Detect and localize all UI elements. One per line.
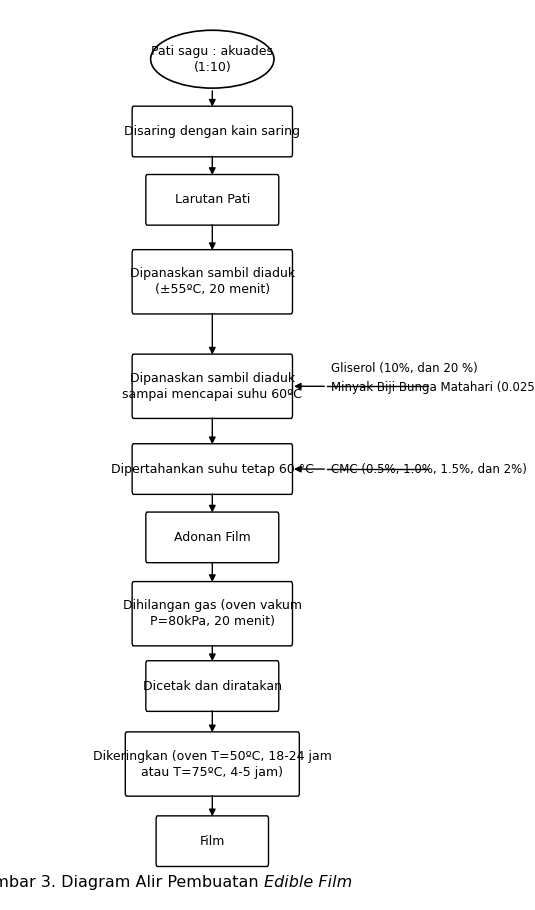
Text: Disaring dengan kain saring: Disaring dengan kain saring xyxy=(124,125,300,138)
Text: Dipanaskan sambil diaduk
sampai mencapai suhu 60ºC: Dipanaskan sambil diaduk sampai mencapai… xyxy=(123,372,302,400)
Text: Edible Film: Edible Film xyxy=(264,875,352,891)
Text: CMC (0.5%, 1.0%, 1.5%, dan 2%): CMC (0.5%, 1.0%, 1.5%, dan 2%) xyxy=(331,462,526,476)
FancyBboxPatch shape xyxy=(132,354,293,419)
Text: Dihilangan gas (oven vakum
P=80kPa, 20 menit): Dihilangan gas (oven vakum P=80kPa, 20 m… xyxy=(123,599,302,628)
FancyBboxPatch shape xyxy=(132,581,293,646)
Text: Gliserol (10%, dan 20 %): Gliserol (10%, dan 20 %) xyxy=(331,362,477,375)
Text: Minyak Biji Bunga Matahari (0.025%): Minyak Biji Bunga Matahari (0.025%) xyxy=(331,381,535,394)
FancyBboxPatch shape xyxy=(146,175,279,225)
FancyBboxPatch shape xyxy=(132,106,293,157)
Text: Larutan Pati: Larutan Pati xyxy=(174,193,250,207)
FancyBboxPatch shape xyxy=(132,444,293,494)
Text: Dipertahankan suhu tetap 60 °C: Dipertahankan suhu tetap 60 °C xyxy=(111,462,314,476)
Text: Film: Film xyxy=(200,834,225,848)
Text: Adonan Film: Adonan Film xyxy=(174,531,251,544)
Text: Dicetak dan diratakan: Dicetak dan diratakan xyxy=(143,680,282,693)
FancyBboxPatch shape xyxy=(132,249,293,314)
Text: Dikeringkan (oven T=50ºC, 18-24 jam
atau T=75ºC, 4-5 jam): Dikeringkan (oven T=50ºC, 18-24 jam atau… xyxy=(93,750,332,779)
FancyBboxPatch shape xyxy=(125,732,300,796)
Text: Pati sagu : akuades
(1:10): Pati sagu : akuades (1:10) xyxy=(151,45,273,74)
FancyBboxPatch shape xyxy=(146,661,279,712)
Ellipse shape xyxy=(151,30,274,88)
FancyBboxPatch shape xyxy=(156,816,269,866)
Text: Gambar 3. Diagram Alir Pembuatan: Gambar 3. Diagram Alir Pembuatan xyxy=(0,875,264,891)
Text: Dipanaskan sambil diaduk
(±55ºC, 20 menit): Dipanaskan sambil diaduk (±55ºC, 20 meni… xyxy=(130,268,295,297)
FancyBboxPatch shape xyxy=(146,512,279,562)
